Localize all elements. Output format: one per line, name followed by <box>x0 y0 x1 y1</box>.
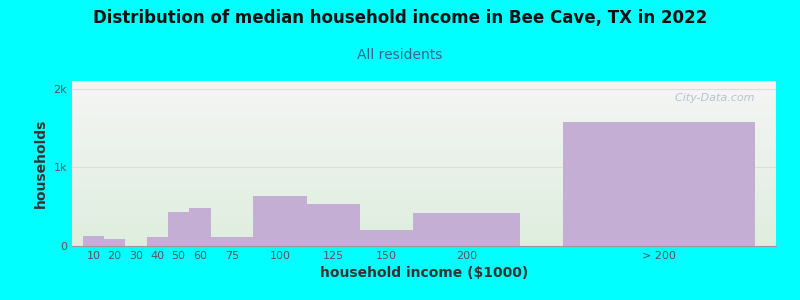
Text: All residents: All residents <box>358 48 442 62</box>
Bar <box>104 239 126 246</box>
X-axis label: household income ($1000): household income ($1000) <box>320 266 528 280</box>
Bar <box>306 204 360 246</box>
Bar <box>82 236 104 246</box>
Bar <box>168 212 190 246</box>
Bar <box>562 122 754 246</box>
Bar <box>190 208 210 246</box>
Bar <box>254 196 306 246</box>
Bar <box>210 237 254 246</box>
Bar <box>360 230 414 246</box>
Text: Distribution of median household income in Bee Cave, TX in 2022: Distribution of median household income … <box>93 9 707 27</box>
Bar <box>414 213 520 246</box>
Y-axis label: households: households <box>34 119 48 208</box>
Text: City-Data.com: City-Data.com <box>668 92 755 103</box>
Bar <box>146 237 168 246</box>
